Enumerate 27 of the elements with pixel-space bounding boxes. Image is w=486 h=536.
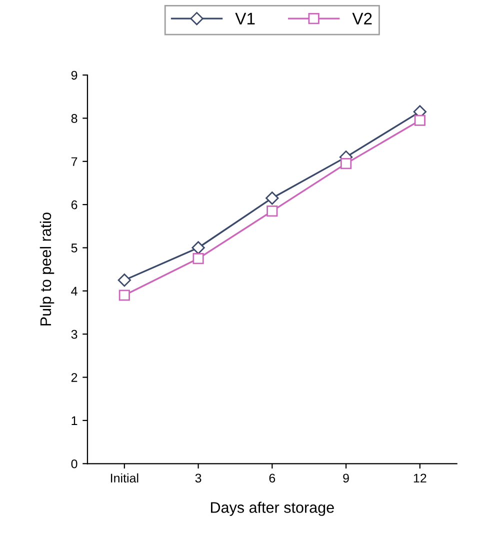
x-tick-label: Initial (110, 473, 138, 483)
y-tick-label: 1 (72, 416, 78, 425)
x-tick-label: 6 (269, 474, 276, 483)
y-tick-label: 0 (71, 459, 78, 468)
point (414, 114, 426, 126)
y-tick-label: 4 (71, 286, 78, 296)
x-tick-label: 12 (414, 474, 426, 482)
point (118, 274, 132, 287)
y-tick-label: 8 (71, 114, 78, 123)
point (192, 252, 204, 264)
y-tick-label: 6 (71, 200, 78, 210)
point (266, 192, 279, 205)
y-tick-label: 5 (71, 244, 78, 252)
x-axis-title: Days after storage (211, 502, 334, 516)
x-tick-label: 9 (343, 474, 349, 483)
y-tick-label: 9 (71, 70, 78, 80)
legend-label: V1 (235, 12, 255, 24)
point (192, 241, 205, 254)
point (340, 158, 352, 170)
y-tick-label: 7 (71, 157, 78, 166)
y-tick-label: 2 (71, 373, 78, 382)
x-tick-label: 3 (195, 474, 202, 483)
y-tick-label: 3 (71, 330, 78, 339)
point (266, 205, 278, 217)
legend-label: V2 (352, 12, 372, 24)
point (118, 290, 130, 301)
y-axis-title: Pulp to peel ratio (40, 212, 54, 326)
